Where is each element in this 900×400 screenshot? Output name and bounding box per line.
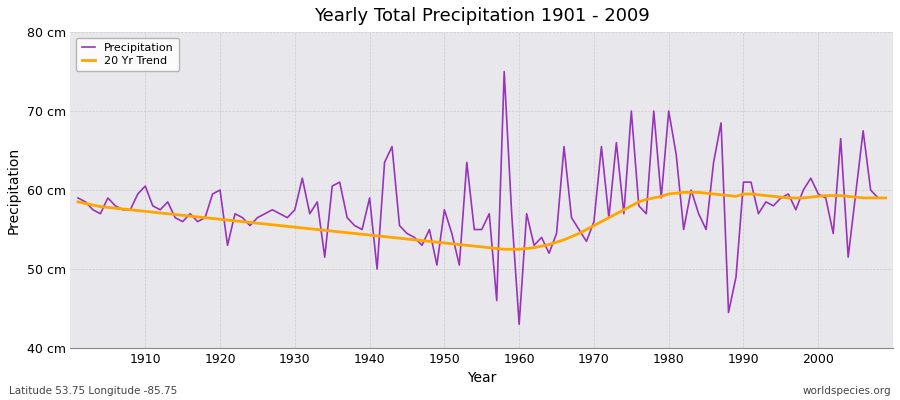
Title: Yearly Total Precipitation 1901 - 2009: Yearly Total Precipitation 1901 - 2009 (314, 7, 650, 25)
20 Yr Trend (342, 230, 353, 235)
Precipitation (132, 192, 143, 196)
20 Yr Trend (679, 190, 689, 195)
Precipitation (73, 196, 84, 200)
20 Yr Trend (514, 247, 525, 252)
Precipitation (528, 243, 539, 248)
Precipitation (342, 215, 353, 220)
20 Yr Trend (297, 226, 308, 230)
Precipitation (618, 211, 629, 216)
Precipitation (297, 176, 308, 180)
Precipitation (521, 211, 532, 216)
Precipitation (499, 69, 509, 74)
Text: worldspecies.org: worldspecies.org (803, 386, 891, 396)
Y-axis label: Precipitation: Precipitation (7, 146, 21, 234)
20 Yr Trend (611, 211, 622, 216)
Precipitation (880, 196, 891, 200)
20 Yr Trend (73, 200, 84, 204)
Line: 20 Yr Trend: 20 Yr Trend (78, 192, 886, 249)
Text: Latitude 53.75 Longitude -85.75: Latitude 53.75 Longitude -85.75 (9, 386, 177, 396)
Legend: Precipitation, 20 Yr Trend: Precipitation, 20 Yr Trend (76, 38, 179, 71)
Precipitation (514, 322, 525, 327)
20 Yr Trend (499, 247, 509, 252)
20 Yr Trend (521, 246, 532, 251)
Line: Precipitation: Precipitation (78, 72, 886, 324)
20 Yr Trend (132, 208, 143, 213)
20 Yr Trend (880, 196, 891, 200)
X-axis label: Year: Year (467, 372, 497, 386)
